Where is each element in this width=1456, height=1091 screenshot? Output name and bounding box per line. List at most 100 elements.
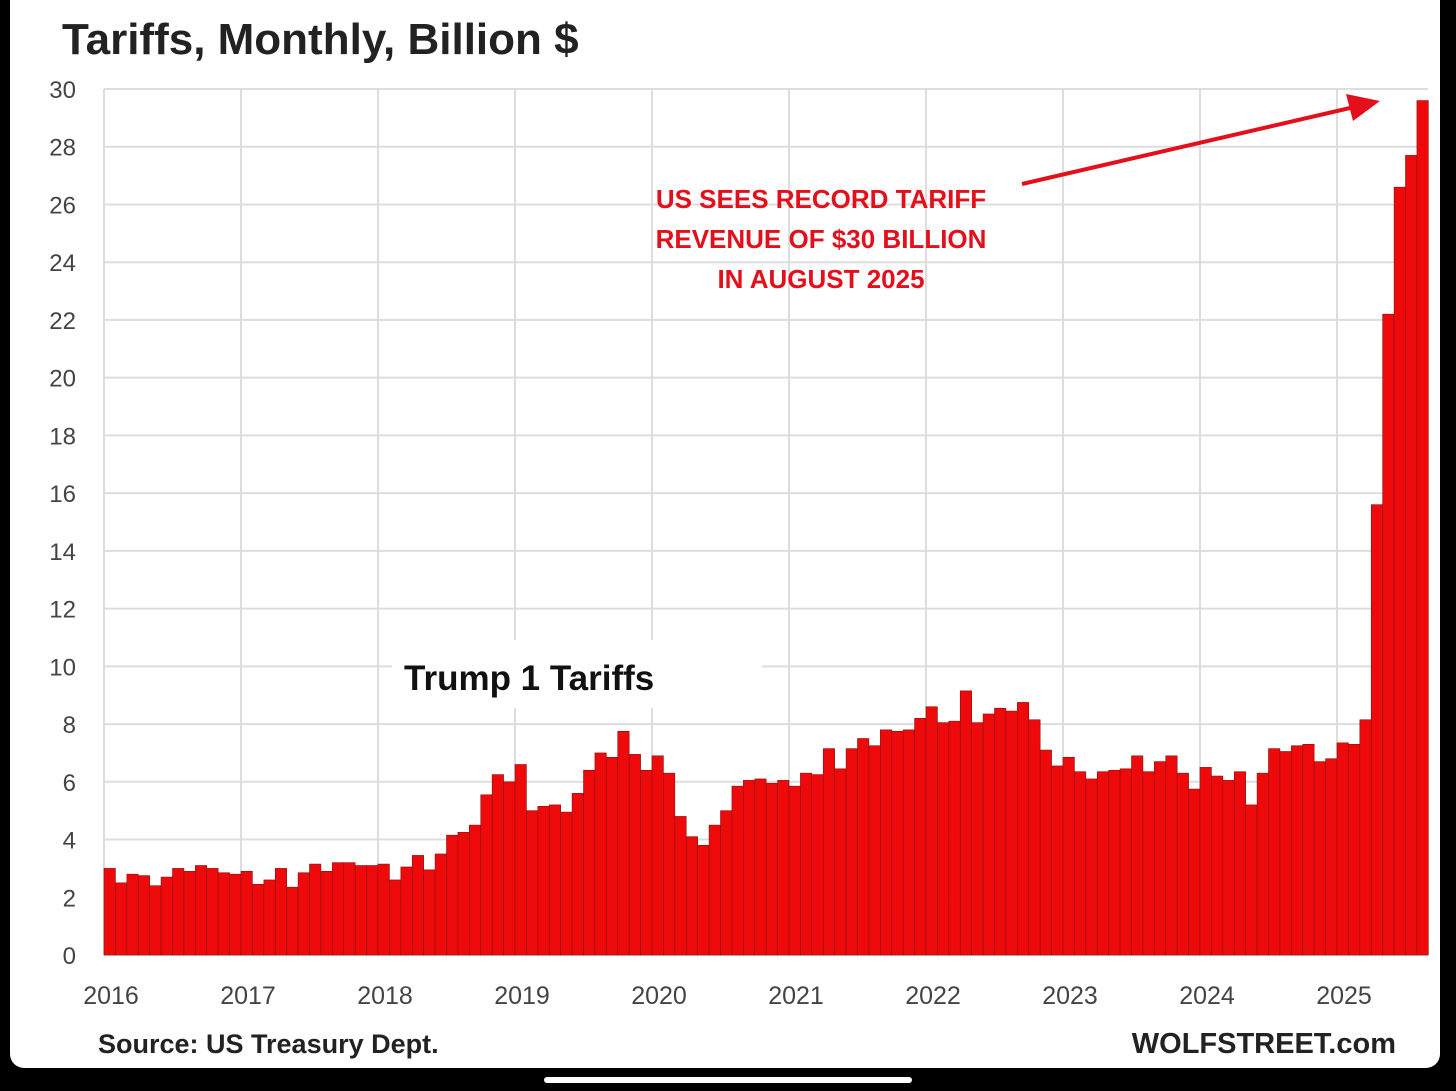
bar — [1268, 748, 1281, 956]
bar — [800, 772, 813, 956]
brand-label: WOLFSTREET.com — [1132, 1028, 1396, 1060]
y-tick-label: 8 — [63, 712, 76, 739]
bar — [902, 729, 915, 956]
bar — [982, 713, 995, 956]
bar — [1131, 755, 1144, 956]
bar — [1142, 771, 1155, 956]
home-indicator — [544, 1077, 912, 1083]
bar — [1062, 756, 1075, 956]
bar — [263, 879, 276, 956]
x-tick-label: 2020 — [631, 982, 687, 1010]
bar — [845, 748, 858, 956]
bars — [103, 100, 1429, 956]
bar — [240, 870, 253, 956]
bar — [389, 879, 402, 956]
bar — [1051, 765, 1064, 956]
x-axis: 2016 2017 2018 2019 2020 2021 2022 2023 2024 2025 — [83, 982, 1372, 1010]
bar — [583, 769, 596, 956]
x-tick-label: 2025 — [1316, 982, 1372, 1010]
bar — [503, 781, 516, 956]
bar — [366, 865, 379, 956]
y-tick-label: 28 — [49, 135, 76, 162]
bar — [377, 863, 390, 956]
bar — [663, 772, 676, 956]
bar — [880, 729, 893, 956]
bar — [286, 886, 299, 956]
y-tick-label: 10 — [49, 654, 76, 681]
bar — [514, 764, 527, 956]
bar — [959, 690, 972, 956]
source-label: Source: US Treasury Dept. — [98, 1029, 439, 1059]
bar — [674, 816, 687, 956]
bar — [560, 811, 573, 956]
bar — [446, 834, 459, 956]
bar — [868, 745, 881, 956]
bar — [628, 754, 641, 956]
bar — [1302, 743, 1315, 956]
bar — [1028, 719, 1041, 956]
bar — [423, 869, 436, 956]
bar — [1017, 702, 1030, 956]
bar — [1222, 780, 1235, 956]
bar — [834, 768, 847, 956]
bar — [1096, 771, 1109, 956]
x-tick-label: 2023 — [1042, 982, 1098, 1010]
bar — [1279, 751, 1292, 956]
bar — [1199, 767, 1212, 956]
y-tick-label: 2 — [63, 885, 76, 912]
bar — [1370, 504, 1383, 956]
bar — [606, 756, 619, 956]
x-tick-label: 2017 — [220, 982, 276, 1010]
y-tick-label: 6 — [63, 770, 76, 797]
y-tick-label: 24 — [49, 250, 76, 277]
bar — [354, 865, 367, 956]
bar — [1005, 710, 1018, 956]
bar — [1382, 313, 1395, 956]
bar — [617, 730, 630, 956]
bar — [103, 868, 116, 956]
bar — [994, 707, 1007, 956]
bar — [537, 806, 550, 956]
arrow-head — [1346, 94, 1380, 121]
x-tick-label: 2016 — [83, 982, 139, 1010]
annotation-line-3: IN AUGUST 2025 — [717, 264, 924, 294]
y-tick-label: 12 — [49, 597, 76, 624]
y-tick-label: 4 — [63, 828, 76, 855]
bar — [309, 863, 322, 956]
bar — [822, 748, 835, 956]
bar — [172, 868, 185, 956]
bar — [115, 882, 128, 956]
bar — [320, 870, 333, 956]
bar — [697, 845, 710, 956]
y-tick-label: 0 — [63, 943, 76, 970]
bar — [685, 836, 698, 956]
bar — [914, 717, 927, 956]
bar — [274, 868, 287, 956]
bar — [126, 873, 139, 956]
bar — [434, 853, 447, 956]
y-tick-label: 18 — [49, 423, 76, 450]
bar — [548, 804, 561, 956]
chart-title: Tariffs, Monthly, Billion $ — [62, 15, 579, 64]
bar — [1325, 758, 1338, 956]
bar — [1074, 771, 1087, 956]
bar — [183, 870, 196, 956]
bar — [332, 862, 345, 956]
bar — [491, 774, 504, 956]
bar — [457, 832, 470, 956]
bar — [160, 876, 173, 956]
x-tick-label: 2021 — [768, 982, 824, 1010]
bar — [731, 785, 744, 956]
bar — [195, 865, 208, 956]
bar — [411, 855, 424, 956]
bar — [400, 866, 413, 956]
bar — [469, 824, 482, 956]
bar — [1405, 155, 1418, 956]
bar — [1348, 743, 1361, 956]
bar — [526, 810, 539, 956]
y-tick-label: 30 — [49, 77, 76, 104]
bar — [1154, 761, 1167, 956]
bar — [948, 720, 961, 956]
annotation-arrow — [1021, 106, 1351, 186]
